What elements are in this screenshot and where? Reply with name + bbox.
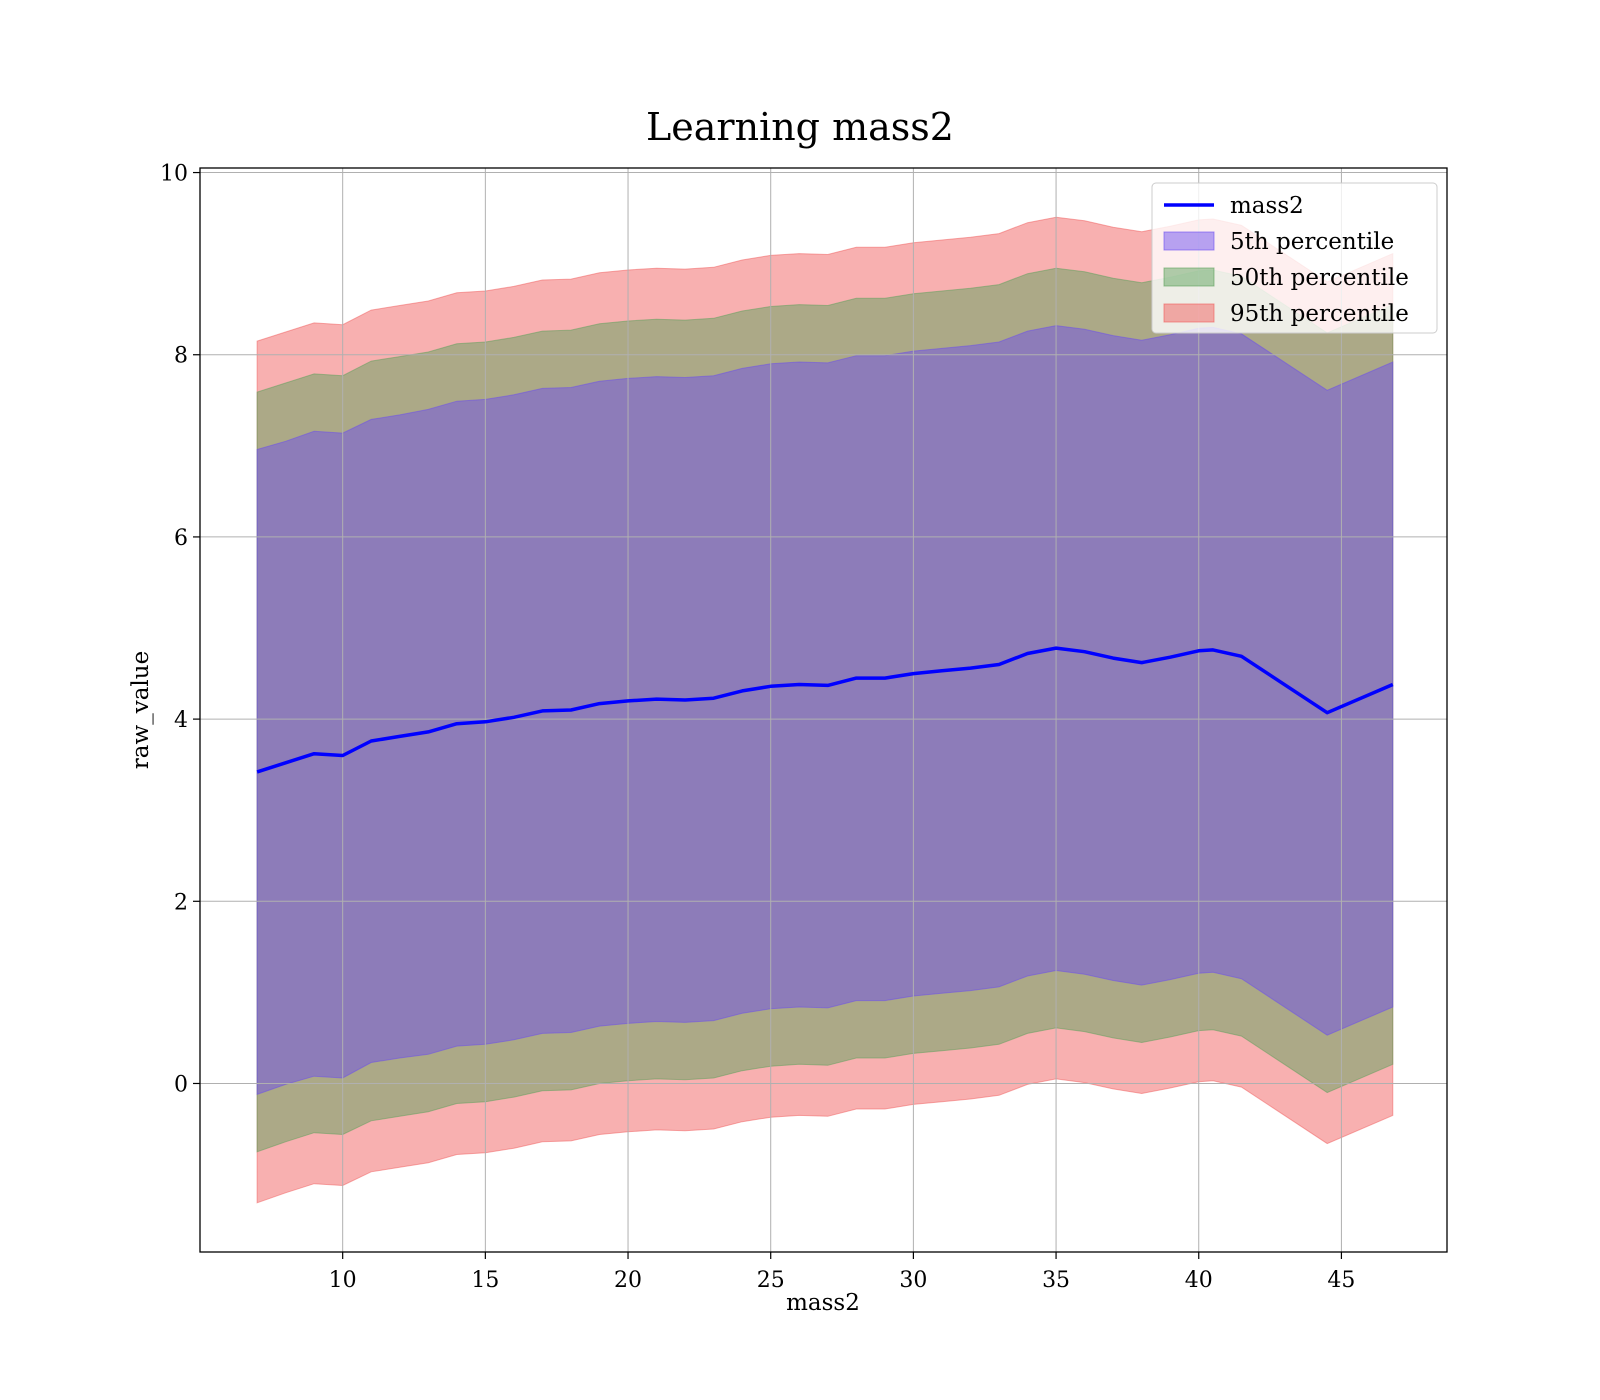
x-tick-label: 45: [1327, 1268, 1355, 1293]
y-tick-label: 2: [174, 890, 188, 915]
y-tick-label: 4: [174, 708, 188, 733]
x-axis: 10 15 20 25 30 35 40 45: [329, 1252, 1355, 1293]
legend-label: 5th percentile: [1230, 229, 1394, 255]
plot-frame: [199, 167, 1448, 1253]
legend-swatch: [1163, 267, 1215, 287]
legend: mass2 5th percentile 50th percentile 95th p…: [1151, 182, 1438, 334]
band-50th-percentile: [256, 267, 1394, 1153]
y-axis-label: raw_value: [128, 651, 154, 769]
legend-swatch: [1163, 231, 1215, 251]
x-tick-label: 20: [614, 1268, 642, 1293]
x-tick-label: 35: [1042, 1268, 1070, 1293]
legend-label: 95th percentile: [1230, 301, 1409, 327]
band-5th-percentile: [256, 325, 1394, 1096]
legend-label: mass2: [1230, 193, 1304, 219]
y-axis: 0 2 4 6 8 10: [160, 162, 200, 1097]
y-tick-label: 8: [174, 344, 188, 369]
legend-swatch: [1163, 303, 1215, 323]
y-tick-label: 6: [174, 526, 188, 551]
series-line-mass2: [256, 646, 1394, 774]
x-tick-label: 10: [329, 1268, 357, 1293]
legend-box: [1151, 182, 1438, 334]
band-95th-percentile: [256, 216, 1394, 1204]
y-tick-label: 10: [160, 162, 188, 187]
grid: [200, 168, 1447, 1252]
x-tick-label: 40: [1185, 1268, 1213, 1293]
chart-title: Learning mass2: [646, 105, 954, 149]
legend-label: 50th percentile: [1230, 265, 1409, 291]
line-layer: [256, 646, 1394, 774]
percentile-bands: [256, 216, 1394, 1204]
x-axis-label: mass2: [786, 1290, 860, 1316]
x-tick-label: 15: [471, 1268, 499, 1293]
x-tick-label: 25: [757, 1268, 785, 1293]
y-tick-label: 0: [174, 1072, 188, 1097]
x-tick-label: 30: [899, 1268, 927, 1293]
